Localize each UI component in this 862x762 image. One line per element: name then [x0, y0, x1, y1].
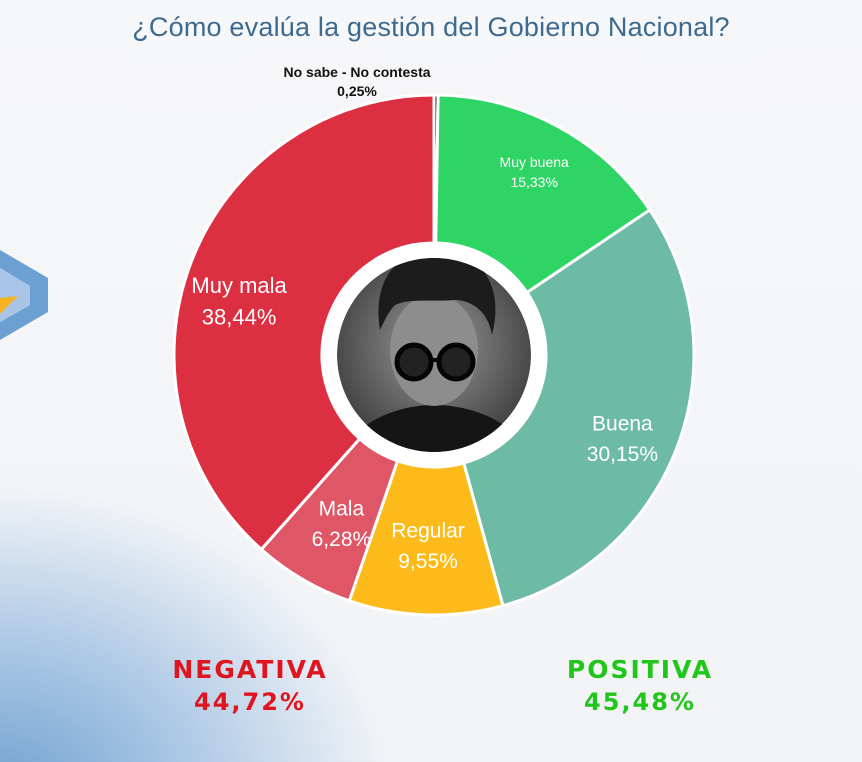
slice-muy-mala — [172, 93, 436, 552]
slice-value-muy-mala: 38,44% — [202, 305, 277, 330]
summary-negative: NEGATIVA 44,72% — [130, 655, 370, 716]
summary-positive: POSITIVA 45,48% — [520, 655, 760, 716]
slice-value-mala: 6,28% — [312, 528, 372, 551]
slice-value-no-sabe-no-contesta: 0,25% — [337, 83, 377, 99]
slice-value-muy-buena: 15,33% — [510, 174, 557, 190]
donut-chart: No sabe - No contesta 0,25% Muy buena 15,33… — [172, 64, 696, 617]
slice-label-no-sabe-no-contesta: No sabe - No contesta — [283, 64, 430, 80]
logo-corner-decoration — [0, 250, 48, 340]
summary-negative-value: 44,72% — [194, 688, 306, 716]
slice-label-muy-mala: Muy mala — [191, 273, 287, 298]
summary-negative-label: NEGATIVA — [172, 655, 328, 684]
slice-label-mala: Mala — [319, 498, 365, 521]
portrait-photo — [337, 258, 531, 452]
slice-value-buena: 30,15% — [587, 443, 658, 466]
slice-label-buena: Buena — [592, 413, 653, 436]
slice-label-muy-buena: Muy buena — [500, 154, 569, 170]
slice-label-regular: Regular — [391, 520, 465, 543]
summary-positive-label: POSITIVA — [566, 655, 714, 684]
slice-value-regular: 9,55% — [398, 550, 458, 573]
summary-positive-value: 45,48% — [584, 688, 696, 716]
chart-title: ¿Cómo evalúa la gestión del Gobierno Nac… — [132, 12, 730, 42]
